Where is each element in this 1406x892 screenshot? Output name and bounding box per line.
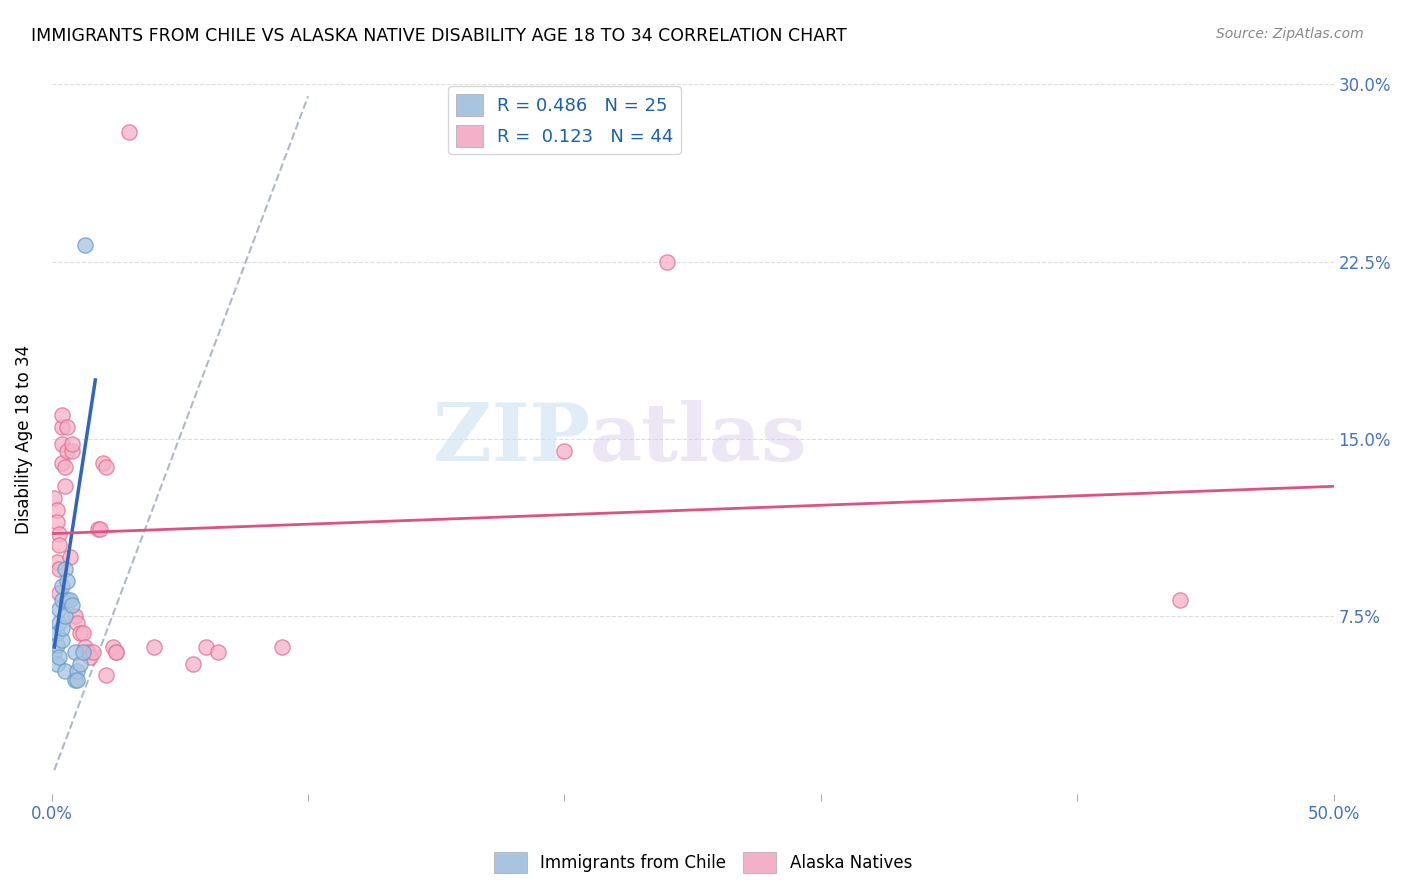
Point	[104, 645, 127, 659]
Point	[45, 515, 67, 529]
Point	[48, 649, 70, 664]
Point	[53, 479, 76, 493]
Point	[94, 668, 117, 682]
Point	[103, 640, 125, 654]
Point	[51, 420, 73, 434]
Point	[51, 632, 73, 647]
Point	[181, 657, 204, 671]
Point	[75, 238, 97, 252]
Point	[48, 602, 70, 616]
Point	[60, 443, 83, 458]
Point	[69, 657, 91, 671]
Point	[56, 443, 79, 458]
Point	[271, 640, 294, 654]
Point	[118, 125, 141, 139]
Point	[79, 649, 101, 664]
Point	[89, 522, 111, 536]
Point	[45, 626, 67, 640]
Point	[44, 491, 66, 505]
Point	[56, 420, 79, 434]
Point	[66, 616, 89, 631]
Point	[53, 609, 76, 624]
Point	[51, 437, 73, 451]
Point	[104, 645, 127, 659]
Point	[56, 574, 79, 588]
Point	[51, 592, 73, 607]
Point	[51, 579, 73, 593]
Point	[48, 562, 70, 576]
Legend: Immigrants from Chile, Alaska Natives: Immigrants from Chile, Alaska Natives	[486, 846, 920, 880]
Point	[60, 598, 83, 612]
Point	[48, 585, 70, 599]
Legend: R = 0.486   N = 25, R =  0.123   N = 44: R = 0.486 N = 25, R = 0.123 N = 44	[449, 87, 681, 154]
Point	[59, 550, 82, 565]
Point	[72, 626, 94, 640]
Point	[56, 592, 79, 607]
Point	[63, 673, 86, 688]
Text: Source: ZipAtlas.com: Source: ZipAtlas.com	[1216, 27, 1364, 41]
Point	[48, 526, 70, 541]
Point	[91, 456, 114, 470]
Point	[63, 609, 86, 624]
Point	[60, 437, 83, 451]
Point	[66, 673, 89, 688]
Point	[66, 664, 89, 678]
Point	[45, 503, 67, 517]
Text: ZIP: ZIP	[433, 400, 591, 478]
Point	[59, 592, 82, 607]
Point	[553, 443, 575, 458]
Point	[82, 645, 104, 659]
Point	[143, 640, 166, 654]
Point	[45, 657, 67, 671]
Point	[45, 555, 67, 569]
Point	[53, 664, 76, 678]
Text: atlas: atlas	[591, 400, 807, 478]
Point	[53, 460, 76, 475]
Point	[45, 638, 67, 652]
Y-axis label: Disability Age 18 to 34: Disability Age 18 to 34	[15, 344, 32, 533]
Point	[44, 645, 66, 659]
Point	[53, 562, 76, 576]
Point	[69, 626, 91, 640]
Point	[63, 645, 86, 659]
Point	[75, 640, 97, 654]
Point	[207, 645, 229, 659]
Point	[48, 538, 70, 552]
Point	[1168, 592, 1191, 607]
Point	[51, 456, 73, 470]
Point	[76, 645, 98, 659]
Point	[51, 409, 73, 423]
Point	[72, 645, 94, 659]
Point	[48, 616, 70, 631]
Point	[655, 254, 678, 268]
Point	[94, 460, 117, 475]
Point	[51, 621, 73, 635]
Text: IMMIGRANTS FROM CHILE VS ALASKA NATIVE DISABILITY AGE 18 TO 34 CORRELATION CHART: IMMIGRANTS FROM CHILE VS ALASKA NATIVE D…	[31, 27, 846, 45]
Point	[194, 640, 217, 654]
Point	[87, 522, 110, 536]
